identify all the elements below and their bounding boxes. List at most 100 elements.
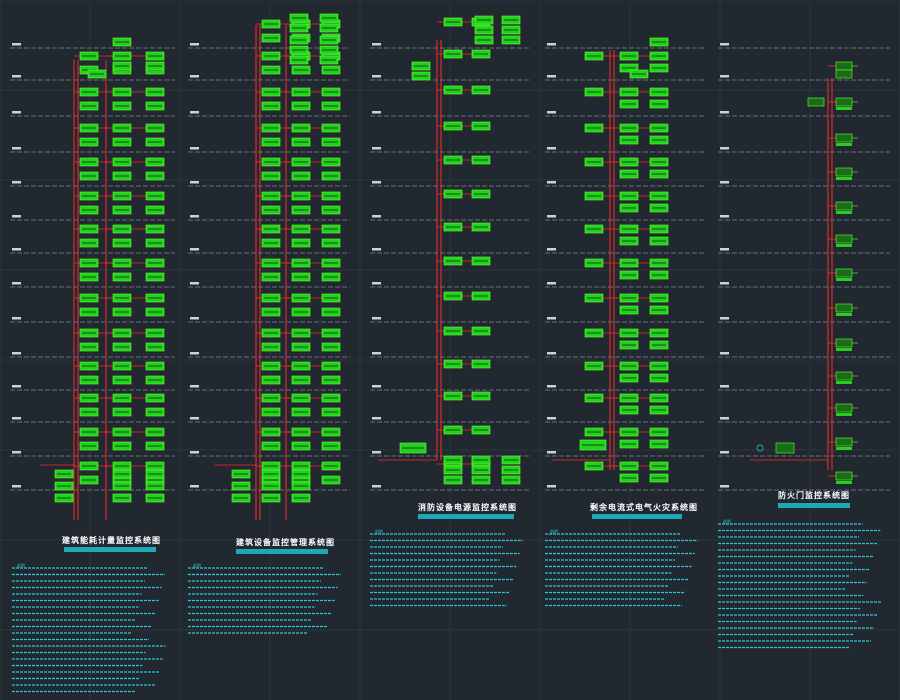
module-text-mark xyxy=(82,465,96,467)
panel-subtitle-bar-2 xyxy=(236,549,328,554)
module-text-mark xyxy=(446,89,460,91)
module-text-mark xyxy=(264,141,278,143)
module-text-mark xyxy=(148,209,162,211)
floor-label-mark xyxy=(372,317,381,320)
module-text-mark xyxy=(292,27,306,29)
module-text-mark xyxy=(652,41,666,43)
module-text-mark xyxy=(652,344,666,346)
door-monitor-module-tag xyxy=(836,481,852,484)
module-text-mark xyxy=(148,465,162,467)
module-text-mark xyxy=(652,103,666,105)
module-text-mark xyxy=(622,127,636,129)
module-text-mark xyxy=(446,125,460,127)
module-text-mark xyxy=(264,473,278,475)
floor-label-mark xyxy=(372,147,381,150)
notes-text-lines xyxy=(188,567,341,634)
module-text-mark xyxy=(477,29,491,31)
module-text-mark xyxy=(115,311,129,313)
floor-label-mark xyxy=(372,352,381,355)
door-monitor-module xyxy=(835,403,853,413)
door-monitor-module-tag xyxy=(836,381,852,384)
module-text-mark xyxy=(652,67,666,69)
module-text-mark xyxy=(324,91,338,93)
module-text-mark xyxy=(264,411,278,413)
module-text-mark xyxy=(652,309,666,311)
module-text-mark xyxy=(652,297,666,299)
module-text-mark xyxy=(622,173,636,175)
module-text-mark xyxy=(82,91,96,93)
module-text-mark xyxy=(82,431,96,433)
module-text-mark xyxy=(446,429,460,431)
module-text-mark xyxy=(324,69,338,71)
floor-label-mark xyxy=(190,147,199,150)
floor-label-mark xyxy=(190,385,199,388)
module-text-mark xyxy=(477,39,491,41)
module-text-mark xyxy=(652,409,666,411)
module-text-mark xyxy=(587,91,601,93)
floor-label-mark xyxy=(190,451,199,454)
module-text-mark xyxy=(148,65,162,67)
floor-label-mark xyxy=(720,111,729,114)
module-text-mark xyxy=(622,309,636,311)
module-text-mark xyxy=(294,105,308,107)
module-text-mark xyxy=(82,175,96,177)
floor-label-mark xyxy=(372,248,381,251)
module-text-mark xyxy=(652,465,666,467)
module-text-mark xyxy=(264,242,278,244)
module-text-mark xyxy=(622,67,636,69)
panel-subtitle-bar-3 xyxy=(418,514,514,519)
module-text-mark xyxy=(264,365,278,367)
module-text-mark xyxy=(324,141,338,143)
module-text-mark xyxy=(474,429,488,431)
module-text-mark xyxy=(115,479,129,481)
module-text-mark xyxy=(474,330,488,332)
device-modules xyxy=(54,13,858,503)
module-text-mark xyxy=(264,175,278,177)
floor-label-mark xyxy=(720,75,729,78)
panel-title-4: 剩余电流式电气火灾系统图 xyxy=(590,503,698,512)
module-text-mark xyxy=(294,262,308,264)
module-text-mark xyxy=(148,411,162,413)
module-text-mark xyxy=(652,332,666,334)
module-text-mark xyxy=(264,127,278,129)
floor-label-mark xyxy=(720,385,729,388)
module-text-mark xyxy=(652,195,666,197)
notes-text-lines xyxy=(545,533,698,607)
module-text-mark xyxy=(294,141,308,143)
panel-title-5: 防火门监控系统图 xyxy=(778,491,850,500)
floor-label-mark xyxy=(372,215,381,218)
floor-label-mark xyxy=(190,485,199,488)
module-text-mark xyxy=(652,431,666,433)
module-text-mark xyxy=(148,497,162,499)
module-text-mark xyxy=(446,53,460,55)
module-text-mark xyxy=(652,274,666,276)
door-monitor-module xyxy=(835,167,853,177)
module-text-mark xyxy=(294,479,308,481)
module-text-mark xyxy=(294,431,308,433)
module-text-mark xyxy=(652,173,666,175)
module-text-mark xyxy=(622,409,636,411)
module-text-mark xyxy=(148,479,162,481)
module-text-mark xyxy=(446,479,460,481)
floor-label-mark xyxy=(372,43,381,46)
module-text-mark xyxy=(324,365,338,367)
module-text-mark xyxy=(115,209,129,211)
floor-label-mark xyxy=(190,317,199,320)
module-text-mark xyxy=(587,431,601,433)
module-text-mark xyxy=(294,209,308,211)
module-text-mark xyxy=(324,276,338,278)
panel-notes-1: 说明 xyxy=(12,556,172,694)
floor-label-mark xyxy=(372,111,381,114)
module-text-mark xyxy=(264,209,278,211)
module-text-mark xyxy=(82,479,96,481)
module-text-mark xyxy=(264,485,278,487)
floor-label-mark xyxy=(547,385,556,388)
door-monitor-module-tag xyxy=(836,278,852,281)
module-text-mark xyxy=(292,49,306,51)
module-text-mark xyxy=(622,240,636,242)
module-text-mark xyxy=(264,465,278,467)
module-text-mark xyxy=(148,445,162,447)
door-monitor-module xyxy=(835,303,853,313)
module-text-mark xyxy=(652,377,666,379)
module-text-mark xyxy=(148,127,162,129)
